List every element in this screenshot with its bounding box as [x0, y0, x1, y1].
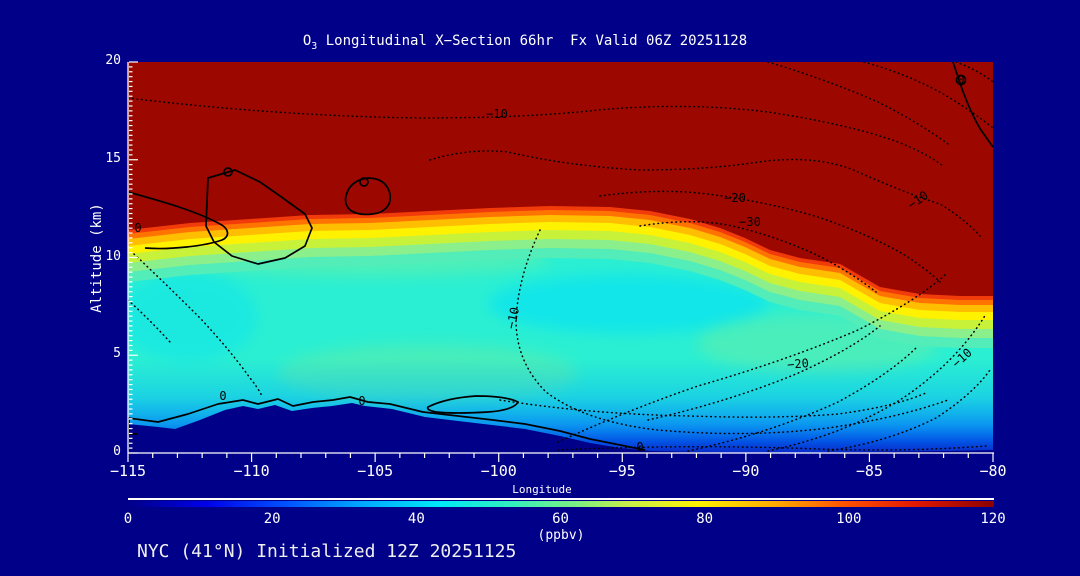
dotted-contour [499, 391, 929, 418]
dotted-contour [827, 369, 991, 452]
title-text: Longitudinal X−Section 66hr Fx Valid 06Z… [317, 33, 748, 49]
x-tick-label: −90 [732, 462, 760, 480]
title-species: O [302, 33, 312, 49]
stratosphere-fill [128, 62, 993, 296]
contour-label: 0 [134, 221, 142, 235]
plot-title: O3 Longitudinal X−Section 66hr Fx Valid … [303, 33, 747, 52]
terrain-fill [128, 403, 993, 453]
solid-zero-contour [128, 191, 229, 250]
y-tick-label: 5 [113, 346, 121, 362]
contour-label: −20 [724, 191, 746, 205]
dotted-contour [599, 190, 941, 283]
colorbar-tick-label: 0 [123, 511, 133, 527]
colorbar [128, 501, 994, 507]
dotted-contour [515, 229, 949, 435]
colorbar-tick-label: 120 [980, 511, 1006, 527]
x-tick-label: −95 [608, 462, 636, 480]
colorbar-units: (ppbv) [537, 528, 585, 543]
contour-label: −20 [786, 356, 810, 372]
y-tick-label: 15 [105, 150, 121, 166]
contour-loop [359, 177, 369, 187]
y-tick-label: 20 [105, 53, 121, 68]
colorbar-tick-label: 60 [552, 511, 569, 527]
solid-zero-contour [128, 396, 646, 451]
x-tick-label: −100 [480, 462, 517, 480]
dotted-contour [767, 313, 987, 452]
colorbar-tick-label: 20 [263, 511, 281, 527]
contour-label: 0 [219, 389, 227, 403]
cross-section-plot [128, 62, 993, 453]
y-tick-label: 10 [105, 248, 121, 264]
station-caption: NYC (41°N) Initialized 12Z 20251125 [137, 541, 517, 562]
x-tick-label: −85 [855, 462, 883, 480]
filled-contour-field [128, 62, 993, 453]
x-tick-label: −105 [357, 462, 394, 480]
dotted-contour [767, 62, 949, 145]
dotted-contour [639, 221, 877, 293]
dotted-contour [128, 299, 171, 343]
colorbar-top-line [128, 498, 994, 500]
solid-zero-contour [205, 169, 313, 265]
title-species-subscript: 3 [311, 40, 318, 52]
solid-zero-contour [426, 395, 519, 414]
blue-patch [488, 274, 768, 334]
dotted-contour [863, 62, 993, 129]
x-tick-label: −115 [109, 462, 147, 480]
x-axis-label: Longitude [512, 483, 572, 496]
y-tick-label: 0 [113, 444, 121, 459]
dotted-contour [429, 150, 981, 237]
contour-label: 0 [957, 73, 965, 87]
contour-loop [955, 74, 967, 86]
x-tick-label: −80 [979, 462, 1007, 480]
dotted-contour [647, 325, 881, 421]
colorbar-tick-label: 100 [836, 511, 862, 527]
contour-label: −30 [739, 215, 761, 229]
colorbar-tick-label: 80 [696, 511, 714, 527]
dotted-contour [687, 345, 919, 452]
dotted-contour [955, 62, 993, 83]
colorbar-tick-label: 40 [407, 511, 425, 527]
x-tick-label: −110 [233, 462, 270, 480]
contour-label: −10 [486, 107, 508, 121]
dotted-contour [133, 253, 263, 397]
solid-zero-contour [952, 62, 993, 148]
y-axis-label: Altitude (km) [89, 203, 105, 313]
contour-label: 0 [636, 440, 644, 454]
blue-patch-left [128, 272, 258, 362]
contour-loop [223, 167, 233, 177]
contour-label: 0 [358, 394, 366, 408]
